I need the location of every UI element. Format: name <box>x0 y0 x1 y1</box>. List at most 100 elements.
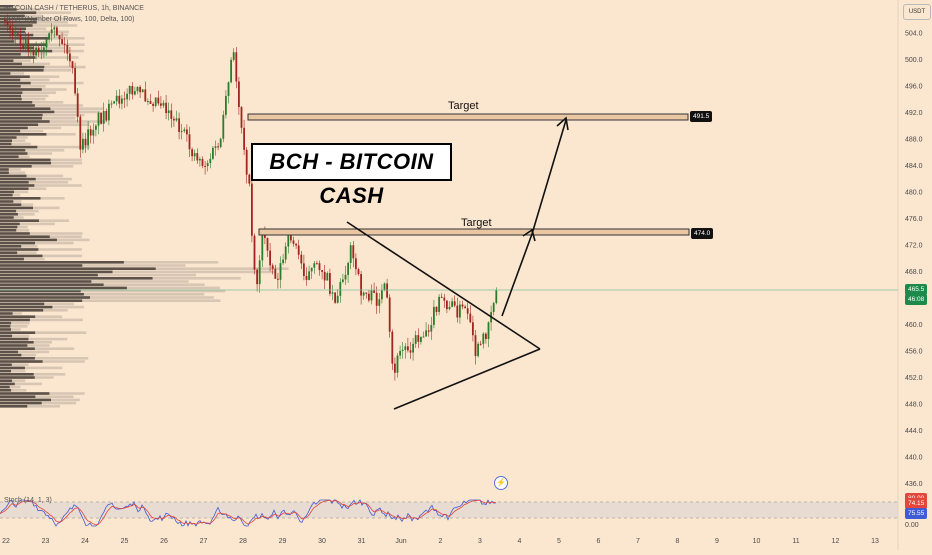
candle-body <box>261 232 264 261</box>
time-axis-label: 10 <box>753 538 761 545</box>
candle-body <box>388 297 391 332</box>
candle-body <box>453 301 456 306</box>
volume-bar-dark <box>0 53 21 56</box>
candle-body <box>492 303 495 313</box>
volume-bar <box>0 270 275 274</box>
candle-body <box>217 146 219 148</box>
volume-bar-dark <box>0 216 14 219</box>
candle-body <box>355 258 357 270</box>
price-axis-label: 448.0 <box>905 402 923 409</box>
candle-body <box>245 149 248 175</box>
candle-body <box>22 45 24 49</box>
candle-body <box>102 110 105 124</box>
candle-body <box>123 98 126 100</box>
volume-bar-dark <box>0 104 35 107</box>
candle-body <box>461 304 464 307</box>
candle-body <box>297 245 300 255</box>
volume-bar <box>0 363 29 366</box>
indicator-text: VRVP (Number Of Rows, 100, Delta, 100) <box>4 16 134 23</box>
candle-body <box>32 50 35 56</box>
time-axis: 22 23 24 25 26 27 28 29 30 31 Jun 2 3 4 5 6 7 8 9 10 11 12 13 <box>2 538 879 545</box>
volume-bar-dark <box>0 123 39 126</box>
volume-bar-dark <box>0 257 24 261</box>
volume-bar-dark <box>0 363 12 366</box>
volume-bar-dark <box>0 81 31 85</box>
volume-bar-dark <box>0 245 22 248</box>
volume-bar <box>0 174 64 178</box>
candle-body <box>95 125 97 130</box>
volume-bar <box>0 184 82 187</box>
candle-body <box>386 283 388 298</box>
volume-bar-dark <box>0 309 44 312</box>
volume-bar-dark <box>0 142 12 146</box>
candle-body <box>396 355 399 373</box>
volume-bar <box>0 33 68 37</box>
triangle-lower-line <box>393 348 541 410</box>
volume-bar-dark <box>0 21 37 24</box>
candle-body <box>48 33 50 40</box>
time-axis-label: 12 <box>832 538 840 545</box>
candle-body <box>303 263 305 277</box>
volume-bar-dark <box>0 181 29 184</box>
candle-body <box>227 82 230 96</box>
time-axis-label: 9 <box>715 538 719 545</box>
volume-bar-dark <box>0 366 25 370</box>
volume-bar <box>0 168 21 171</box>
candle-body <box>373 290 375 293</box>
volume-bar-dark <box>0 69 44 72</box>
candle-body <box>370 290 373 301</box>
volume-bar <box>0 321 30 325</box>
candle-body <box>469 313 472 323</box>
volume-bar-dark <box>0 120 50 123</box>
candle-body <box>6 20 9 27</box>
volume-bar-dark <box>0 241 35 245</box>
currency-badge[interactable]: USDT <box>903 4 931 20</box>
volume-bar-dark <box>0 56 36 59</box>
volume-bar <box>0 123 90 126</box>
candle-body <box>313 263 316 268</box>
candle-body <box>362 292 365 296</box>
candle-body <box>495 289 498 304</box>
candle-body <box>412 343 414 353</box>
target-price-tag-upper: 491.5 <box>690 111 713 122</box>
candle-body <box>321 270 323 272</box>
candle-body <box>282 259 284 264</box>
candle-body <box>141 89 144 93</box>
volume-bar-dark <box>0 321 12 325</box>
candle-body <box>147 101 149 103</box>
candle-body <box>191 149 193 157</box>
candle-body <box>173 118 175 121</box>
candle-body <box>326 273 329 281</box>
volume-bar-dark <box>0 49 53 53</box>
flash-icon[interactable]: ⚡ <box>494 476 508 490</box>
volume-bar-dark <box>0 117 42 120</box>
breakout-arrow-path <box>501 119 567 317</box>
price-axis-label: 500.0 <box>905 57 923 64</box>
volume-bar-dark <box>0 392 50 395</box>
volume-bar-dark <box>0 5 13 8</box>
candle-body <box>277 278 279 280</box>
volume-bar-dark <box>0 209 17 213</box>
time-axis-label: 11 <box>792 538 799 545</box>
candle-body <box>305 276 308 280</box>
candle-body <box>256 269 258 285</box>
volume-bar-dark <box>0 261 124 264</box>
volume-bar <box>0 85 46 88</box>
candle-body <box>266 237 269 251</box>
volume-bar-dark <box>0 46 35 50</box>
candle-body <box>30 50 32 53</box>
candle-body <box>193 153 196 157</box>
volume-bar-dark <box>0 8 17 11</box>
volume-bar-dark <box>0 353 22 357</box>
volume-bar <box>0 405 61 408</box>
candle-body <box>19 34 22 46</box>
volume-bar-dark <box>0 65 45 69</box>
candle-body <box>316 263 318 265</box>
volume-bar <box>0 251 37 254</box>
candle-body <box>459 304 461 318</box>
candle-body <box>4 20 6 21</box>
candle-body <box>188 134 191 150</box>
volume-bar-dark <box>0 97 22 101</box>
